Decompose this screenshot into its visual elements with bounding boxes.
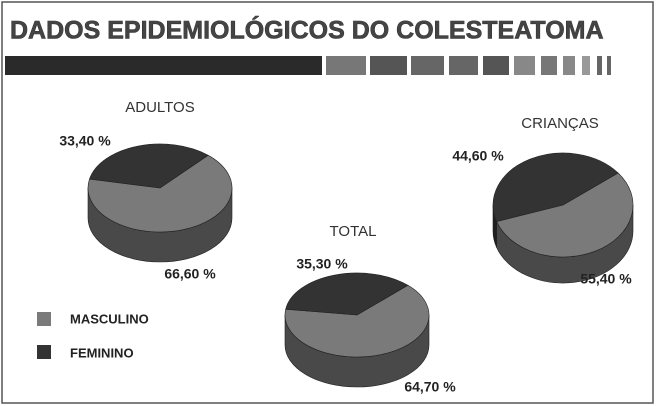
pie-top: [496, 172, 634, 258]
data-label: 44,60 %: [452, 148, 504, 164]
pie-slice: [492, 152, 619, 248]
pie-top: [87, 154, 233, 233]
chart-title: CRIANÇAS: [521, 115, 599, 132]
pie-slice: [89, 143, 209, 189]
data-label: 64,70 %: [404, 379, 456, 395]
slide-title: DADOS EPIDEMIOLÓGICOS DO COLESTEATOMA: [10, 15, 604, 45]
legend-label: MASCULINO: [70, 311, 149, 326]
chart-title: TOTAL: [330, 223, 377, 240]
legend-swatch: [37, 312, 51, 326]
pie-slice: [87, 154, 233, 263]
legend-label: FEMININO: [70, 345, 134, 360]
pie-top: [284, 284, 430, 358]
pie-slice: [285, 272, 409, 316]
data-label: 35,30 %: [296, 256, 348, 272]
pie-slice: [284, 284, 430, 388]
pie-slice: [496, 172, 634, 284]
data-label: 66,60 %: [164, 266, 216, 282]
pie-top: [89, 143, 209, 189]
chart-title: ADULTOS: [125, 99, 194, 116]
pie-top: [285, 272, 409, 316]
pie-top: [492, 152, 619, 222]
header-bar: [5, 56, 611, 75]
data-label: 33,40 %: [59, 133, 111, 149]
data-label: 55,40 %: [580, 271, 632, 287]
legend-swatch: [37, 345, 51, 359]
